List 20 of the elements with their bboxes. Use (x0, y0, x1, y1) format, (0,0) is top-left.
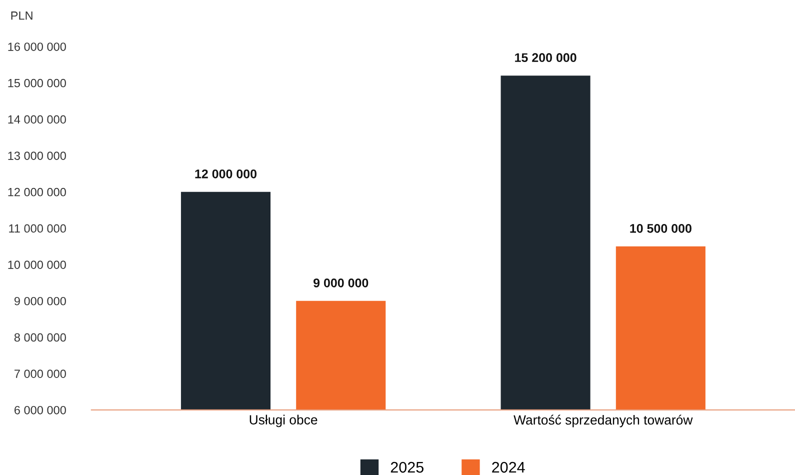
data-label: 10 500 000 (630, 224, 692, 233)
y-tick-label: 6 000 000 (14, 406, 66, 414)
y-tick-label: 8 000 000 (14, 333, 66, 342)
y-tick-label: 9 000 000 (14, 296, 66, 306)
legend-label: 2024 (492, 462, 525, 473)
y-tick-label: 14 000 000 (8, 115, 66, 124)
y-tick-label: 7 000 000 (14, 370, 66, 378)
data-label: 12 000 000 (195, 169, 257, 178)
data-label: 15 200 000 (515, 53, 576, 62)
data-label: 9 000 000 (314, 278, 368, 288)
y-tick-label: 10 000 000 (8, 260, 66, 269)
y-tick-label: 11 000 000 (9, 224, 66, 233)
y-axis-title: PLN (11, 12, 32, 20)
legend-label: 2025 (390, 462, 424, 473)
x-tick-label: Usługi obce (250, 414, 318, 428)
y-tick-label: 15 000 000 (8, 78, 66, 88)
y-tick-label: 12 000 000 (8, 188, 66, 196)
x-tick-label: Wartość sprzedanych towarów (514, 414, 693, 428)
y-tick-label: 16 000 000 (8, 42, 66, 51)
y-tick-label: 13 000 000 (8, 152, 66, 160)
